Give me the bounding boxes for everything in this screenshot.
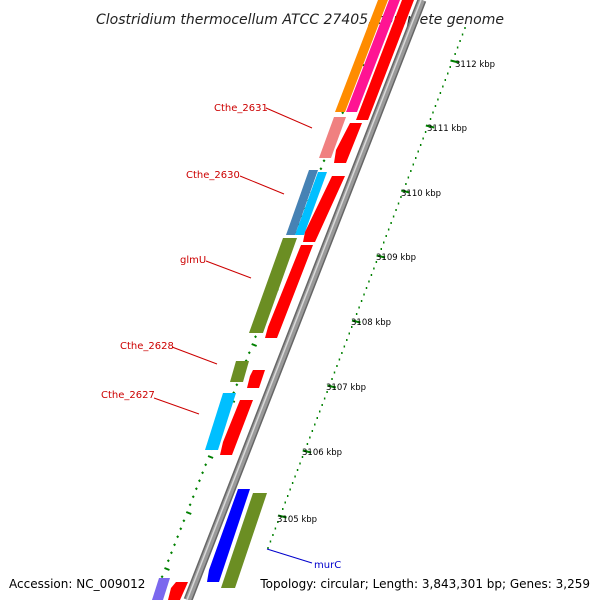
label-cthe2630: Cthe_2630	[186, 170, 240, 181]
ruler-tick-labels: 3112 kbp 3111 kbp 3110 kbp 3109 kbp 3108…	[277, 60, 495, 525]
ruler-major-tick	[327, 384, 336, 389]
outer-ring-tick	[251, 343, 258, 347]
tick-label-3110: 3110 kbp	[401, 189, 441, 199]
feature-magenta	[346, 0, 400, 112]
outer-ring-tick	[176, 535, 180, 539]
ruler-major-tick	[302, 449, 312, 454]
outer-ring-tick	[188, 503, 192, 507]
tick-label-3107: 3107 kbp	[326, 383, 366, 393]
label-cthe2628: Cthe_2628	[120, 341, 174, 352]
feature-cthe2628-arrow	[247, 370, 265, 388]
feature-red-bottom	[168, 582, 188, 600]
outer-ring-tick	[191, 495, 195, 499]
outer-ring-tick	[179, 527, 183, 531]
feature-murc	[221, 493, 267, 588]
feature-cthe2627	[205, 393, 236, 450]
outer-ring-tick	[322, 159, 326, 163]
accession-text: Accession: NC_009012	[9, 577, 146, 591]
label-murc: murC	[314, 560, 341, 571]
label-cthe2627: Cthe_2627	[101, 390, 155, 401]
ruler-major-tick	[401, 189, 410, 194]
map-title: Clostridium thermocellum ATCC 27405, com…	[96, 12, 504, 28]
outer-ring-tick	[169, 551, 173, 555]
ruler-major-tick	[351, 319, 361, 324]
tick-label-3105: 3105 kbp	[277, 515, 317, 525]
feature-cthe2628	[230, 361, 249, 382]
ruler-major-tick	[277, 514, 287, 519]
outer-ring-tick	[198, 479, 201, 483]
outer-ring-tick	[182, 519, 186, 523]
feature-track	[152, 0, 414, 600]
feature-cthe2630-b	[295, 172, 327, 235]
topology-text: Topology: circular; Length: 3,843,301 bp…	[260, 577, 590, 591]
feature-cthe2631	[319, 117, 346, 158]
tick-label-3111: 3111 kbp	[427, 124, 467, 134]
outer-ring-tick	[185, 511, 192, 515]
outer-ring-tick	[201, 471, 205, 475]
feature-glmu	[249, 238, 297, 333]
outer-ring-tick	[254, 335, 257, 339]
label-glmu: glmU	[180, 255, 206, 266]
ruler-major-tick	[425, 124, 435, 129]
feature-blue-bottom	[207, 489, 250, 582]
tick-label-3106: 3106 kbp	[302, 448, 342, 458]
outer-ring-tick	[194, 487, 198, 491]
feature-glmu-arrow	[265, 245, 313, 338]
outer-ring-tick	[164, 567, 170, 571]
gene-labels: Cthe_2631 Cthe_2630 glmU Cthe_2628 Cthe_…	[101, 103, 341, 571]
feature-cthe2631-arrow	[334, 123, 362, 163]
genome-backbone	[183, 0, 427, 600]
label-cthe2631: Cthe_2631	[214, 103, 268, 114]
feature-purple-bottom	[152, 578, 170, 600]
tick-label-3109: 3109 kbp	[376, 253, 416, 263]
outer-ring-tick	[247, 351, 251, 355]
ruler-minor-ticks	[267, 27, 466, 549]
outer-ring-tick	[319, 167, 323, 171]
ruler-major-tick	[450, 59, 460, 64]
feature-red-top	[356, 0, 414, 120]
outer-ring-tick	[204, 463, 208, 467]
outer-ring-tick	[166, 559, 170, 563]
tick-label-3108: 3108 kbp	[351, 318, 391, 328]
outer-ring-tick	[160, 575, 164, 579]
tick-label-3112: 3112 kbp	[455, 60, 495, 70]
feature-orange	[335, 0, 388, 112]
outer-ring-tick	[235, 383, 239, 387]
outer-ring-tick	[341, 111, 345, 115]
outer-ring-tick	[207, 455, 214, 459]
outer-ring-tick	[173, 543, 177, 547]
feature-cthe2627-arrow	[220, 400, 253, 455]
feature-cthe2630-a	[286, 170, 318, 235]
feature-cthe2630-arrow	[303, 176, 345, 242]
ruler-major-tick	[376, 254, 386, 259]
